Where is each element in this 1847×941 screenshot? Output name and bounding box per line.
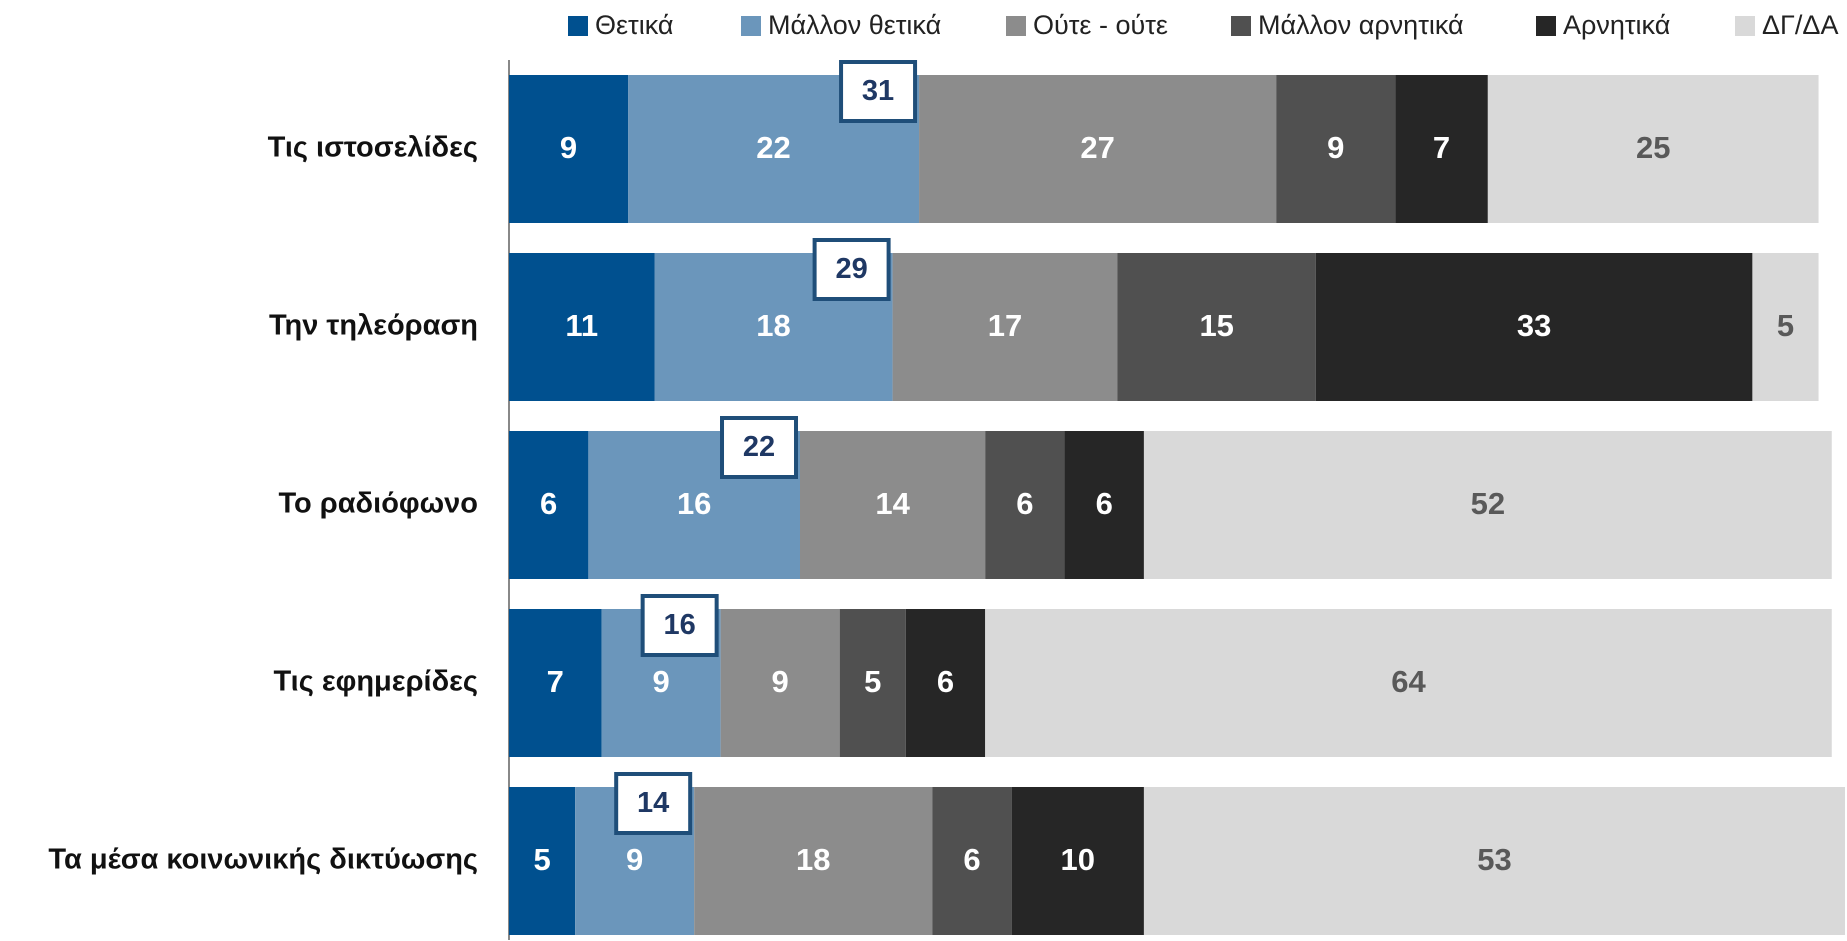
data-label: 9 [652,664,669,699]
total-box [720,416,799,479]
total-box [812,238,891,301]
bar-segment [509,75,629,223]
bar-segment [509,787,576,935]
bar-segment [1752,253,1819,401]
data-label: 6 [540,486,557,521]
data-label: 14 [875,486,910,521]
data-label: 25 [1636,130,1670,165]
bar-segment [720,609,840,757]
bar-segment [985,431,1065,579]
bar-segment [839,609,906,757]
legend-swatch [741,16,761,36]
category-label: Τις εφημερίδες [273,666,478,698]
data-label: 53 [1477,842,1511,877]
legend-swatch [568,16,588,36]
legend-swatch [1006,16,1026,36]
bar-segment [800,431,986,579]
data-label: 6 [937,664,954,699]
category-label: Τις ιστοσελίδες [268,132,478,164]
data-label: 9 [772,664,789,699]
bar-segment [905,609,986,757]
data-label: 15 [1199,308,1233,343]
legend-swatch [1231,16,1251,36]
bar-segment [919,75,1277,223]
total-label: 16 [664,609,696,641]
data-label: 7 [1433,130,1450,165]
total-box [640,594,719,657]
total-label: 22 [743,431,775,463]
legend-swatch [1536,16,1556,36]
bar-segment [1315,253,1753,401]
bar-segment [509,609,602,757]
data-label: 11 [565,308,598,343]
data-label: 6 [1016,486,1033,521]
bar-segment [985,609,1832,757]
bar-segment [509,253,655,401]
data-label: 6 [1096,486,1113,521]
bar-segment [1487,75,1819,223]
data-label: 22 [756,130,790,165]
data-label: 7 [547,664,564,699]
data-label: 10 [1061,842,1095,877]
legend-label: Μάλλον θετικά [768,10,941,40]
legend-swatch [1735,16,1755,36]
bar-segment [892,253,1118,401]
data-label: 18 [756,308,790,343]
data-label: 33 [1517,308,1551,343]
data-label: 18 [796,842,830,877]
bar-segment [1064,431,1144,579]
bar-segment [1276,75,1396,223]
data-label: 16 [677,486,711,521]
bar-segment [1117,253,1316,401]
legend-label: Μάλλον αρνητικά [1258,10,1464,40]
total-label: 31 [862,75,894,107]
bar-segment [932,787,1012,935]
data-label: 9 [1327,130,1344,165]
data-label: 64 [1391,664,1426,699]
bar-segment [509,431,589,579]
data-label: 6 [963,842,980,877]
legend-label: ΔΓ/ΔΑ [1762,10,1838,40]
total-label: 14 [637,787,669,819]
data-label: 5 [864,664,881,699]
total-box [614,772,693,835]
category-label: Την τηλεόραση [269,310,478,342]
category-label: Το ραδιόφωνο [278,488,478,520]
data-label: 5 [1777,308,1794,343]
total-box [839,60,918,123]
bar-segment [694,787,933,935]
bar-segment [1143,431,1832,579]
bar-segment [1011,787,1144,935]
legend-label: Θετικά [595,10,673,40]
bar-segment [1143,787,1845,935]
data-label: 52 [1471,486,1505,521]
data-label: 9 [626,842,643,877]
data-label: 17 [988,308,1022,343]
legend-label: Αρνητικά [1563,10,1670,40]
bar-segment [1395,75,1488,223]
data-label: 9 [560,130,577,165]
category-label: Τα μέσα κοινωνικής δικτύωσης [48,844,478,876]
legend-label: Ούτε - ούτε [1033,10,1168,40]
data-label: 5 [533,842,550,877]
total-label: 29 [835,253,867,285]
data-label: 27 [1080,130,1114,165]
